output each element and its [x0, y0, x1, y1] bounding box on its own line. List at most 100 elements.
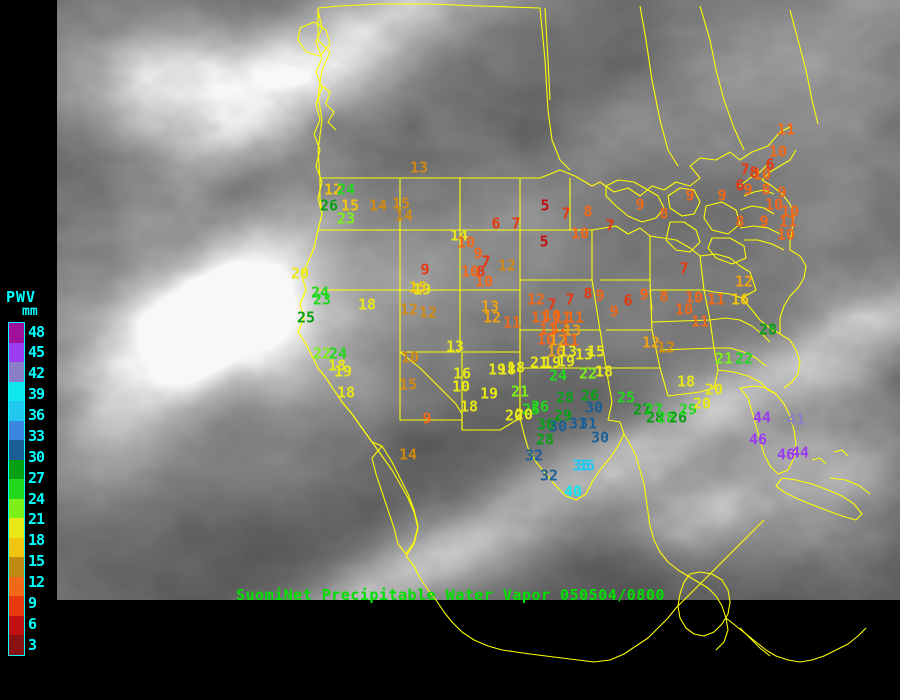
station-pwv-value: 10 [474, 272, 494, 291]
station-pwv-value: 40 [563, 482, 583, 501]
station-pwv-value: 19 [412, 280, 432, 299]
station-pwv-value: 11 [560, 331, 580, 350]
station-pwv-value: 12 [497, 256, 517, 275]
station-pwv-value: 7 [605, 216, 615, 235]
station-pwv-value: 7 [679, 259, 689, 278]
station-pwv-value: 5 [539, 232, 549, 251]
colorbar-swatch-36 [9, 401, 24, 421]
station-pwv-value: 8 [735, 212, 745, 231]
station-pwv-value: 44 [790, 443, 810, 462]
station-pwv-value: 20 [514, 405, 534, 424]
station-pwv-value: 28 [535, 430, 555, 449]
station-pwv-value: 26 [319, 196, 339, 215]
station-pwv-value: 10 [456, 233, 476, 252]
station-pwv-value: 25 [616, 388, 636, 407]
product-title: SuomiNet Precipitable Water Vapor 050504… [236, 586, 665, 604]
station-pwv-value: 22 [312, 344, 332, 363]
colorbar-swatch-42 [9, 362, 24, 382]
station-pwv-value: 5 [540, 196, 550, 215]
station-pwv-value: 12 [399, 300, 419, 319]
station-pwv-value: 24 [310, 283, 330, 302]
colorbar-label-42: 42 [28, 364, 45, 383]
station-pwv-value: 8 [583, 202, 593, 221]
station-pwv-value: 31 [578, 414, 598, 433]
station-pwv-value: 13 [409, 158, 429, 177]
station-pwv-value: 18 [357, 295, 377, 314]
station-pwv-value: 11 [778, 212, 798, 231]
station-pwv-value: 28 [758, 320, 778, 339]
station-pwv-value: 19 [556, 352, 576, 371]
station-pwv-value: 12 [323, 180, 343, 199]
station-pwv-value: 24 [336, 180, 356, 199]
colorbar-label-18: 18 [28, 531, 45, 550]
station-pwv-value: 9 [609, 302, 619, 321]
station-pwv-value: 6 [765, 155, 775, 174]
station-pwv-value: 11 [502, 313, 522, 332]
colorbar-swatches [8, 322, 25, 656]
station-pwv-value: 20 [692, 394, 712, 413]
station-pwv-value: 12 [641, 333, 661, 352]
colorbar-swatch-39 [9, 381, 24, 402]
station-pwv-value: 28 [555, 388, 575, 407]
station-pwv-value: 11 [538, 320, 558, 339]
colorbar-swatch-45 [9, 342, 24, 363]
colorbar-swatch-12 [9, 557, 24, 577]
station-pwv-value: 12 [656, 338, 676, 357]
station-pwv-value: 8 [761, 180, 771, 199]
station-pwv-value: 10 [684, 288, 704, 307]
station-pwv-value: 26 [530, 397, 550, 416]
colorbar-tick-labels: 48 45 42 39 36 33 30 27 24 21 18 15 12 9 6 3 [28, 318, 57, 658]
colorbar-title: PWV [6, 288, 37, 306]
station-pwv-value: 10 [780, 202, 800, 221]
station-pwv-value: 19 [479, 384, 499, 403]
station-pwv-value: 18 [497, 360, 517, 379]
station-pwv-value: 9 [639, 285, 649, 304]
colorbar-swatch-27 [9, 459, 24, 480]
station-pwv-value: 31 [568, 414, 588, 433]
colorbar-swatch-15 [9, 537, 24, 558]
station-pwv-value: 23 [336, 209, 356, 228]
station-pwv-value: 11 [565, 308, 585, 327]
station-pwv-value: 9 [759, 212, 769, 231]
colorbar-swatch-3 [9, 615, 24, 636]
station-pwv-value: 46 [748, 430, 768, 449]
station-pwv-value: 10 [451, 377, 471, 396]
colorbar-unit: mm [22, 304, 38, 319]
station-pwv-value: 14 [368, 196, 388, 215]
station-pwv-value: 11 [552, 308, 572, 327]
station-pwv-value: 8 [659, 204, 669, 223]
station-pwv-value: 11 [706, 290, 726, 309]
station-pwv-value: 15 [408, 278, 428, 297]
station-pwv-value: 7 [481, 252, 491, 271]
ir-satellite-canvas [57, 0, 900, 600]
station-pwv-value: 46 [776, 445, 796, 464]
station-pwv-value: 32 [539, 466, 559, 485]
station-pwv-value: 9 [422, 409, 432, 428]
station-pwv-value: 14 [398, 445, 418, 464]
station-pwv-value: 15 [586, 342, 606, 361]
station-pwv-value: 27 [644, 400, 664, 419]
colorbar-label-36: 36 [28, 406, 45, 424]
colorbar-label-39: 39 [28, 385, 45, 404]
colorbar-swatch-24 [9, 479, 24, 499]
station-pwv-value: 9 [420, 260, 430, 279]
station-pwv-value: 28 [645, 408, 665, 427]
station-pwv-value: 9 [743, 180, 753, 199]
station-pwv-value: 13 [480, 297, 500, 316]
station-pwv-value: 13 [574, 345, 594, 364]
station-pwv-value: 19 [333, 362, 353, 381]
station-pwv-value: 13 [562, 321, 582, 340]
colorbar-label-24: 24 [28, 489, 45, 508]
station-pwv-value: 10 [542, 306, 562, 325]
station-pwv-value: 9 [717, 186, 727, 205]
station-pwv-value: 10 [460, 262, 480, 281]
colorbar-label-33: 33 [28, 426, 45, 445]
station-pwv-value: 7 [511, 214, 521, 233]
colorbar-swatch-33 [9, 420, 24, 441]
colorbar-label-6: 6 [28, 614, 37, 633]
colorbar-label-15: 15 [28, 552, 45, 571]
station-pwv-value: 32 [524, 446, 544, 465]
station-pwv-value: 21 [714, 349, 734, 368]
colorbar-label-48: 48 [28, 322, 45, 341]
